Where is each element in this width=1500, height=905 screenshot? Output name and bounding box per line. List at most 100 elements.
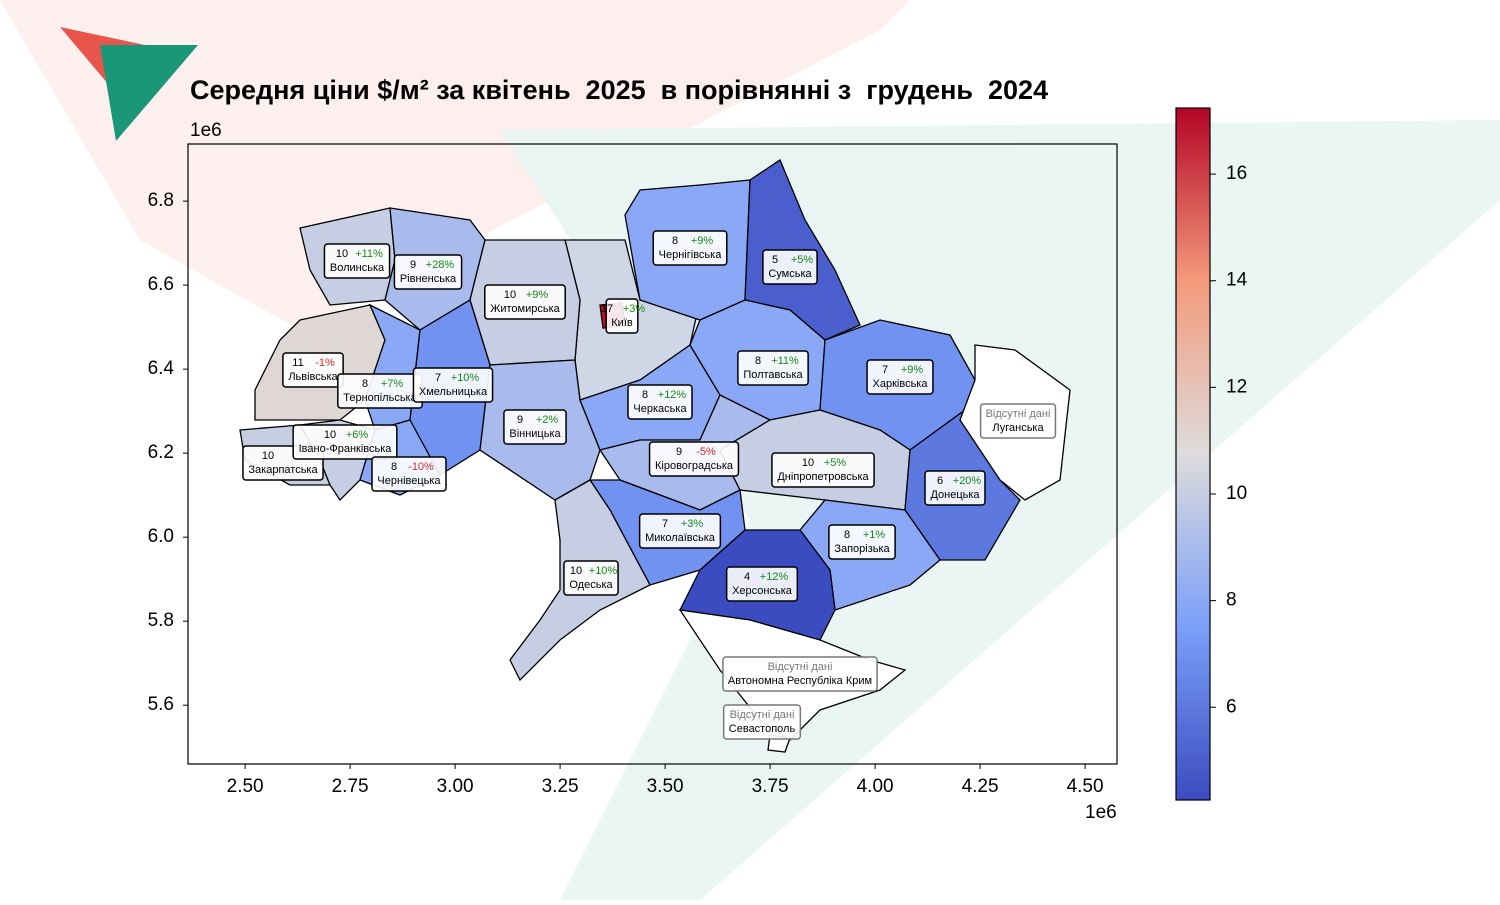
x-offset-label: 1e6 [1085,802,1117,823]
region-value: 7 [435,372,441,384]
region-name: Житомирська [490,303,560,315]
region-change: +6% [346,429,369,441]
label-box [393,254,463,290]
region-label: 9 Вінницька +2% [503,409,567,445]
no-data-text: Відсутні дані [768,661,833,673]
x-tick-label: 3.00 [437,776,474,797]
region-value: 10 [802,457,814,469]
region-label: 11 Львівська -1% [282,352,344,388]
region-change: +20% [953,475,982,487]
region-label: 10 Одеська +10% [563,560,619,596]
region-change: +9% [526,289,549,301]
region-value: 8 [672,235,678,247]
colorbar-tick-label: 6 [1226,696,1237,717]
region-name: Луганська [992,422,1044,434]
region-label: 7 Миколаївська +3% [638,513,722,549]
region-name: Чернівецька [377,475,441,487]
region-value: 8 [755,355,761,367]
label-box [563,560,619,596]
region-value: 4 [744,571,750,583]
colorbar [1175,107,1211,801]
region-value: 17 [601,303,613,315]
x-tick-label: 3.75 [752,776,789,797]
label-box [652,230,728,266]
region-name: Тернопільська [343,392,417,404]
label-box [725,566,799,602]
no-data-text: Відсутні дані [730,709,795,721]
region-name: Автономна Республіка Крим [728,675,872,687]
label-box [371,456,447,492]
region-change: +5% [791,254,814,266]
region-change: +1% [863,529,886,541]
region-value: 9 [676,446,682,458]
label-box [484,284,566,320]
y-tick-label: 5.6 [148,694,174,715]
region-name: Херсонська [732,585,793,597]
region-change: +10% [589,565,618,577]
x-tick-label: 3.25 [542,776,579,797]
region-name: Дніпропетровська [777,471,869,483]
colorbar-tick-label: 16 [1226,163,1247,184]
region-change: +12% [658,389,687,401]
region-name: Харківська [873,378,929,390]
region-label: 10 Волинська +11% [323,243,391,279]
y-tick-label: 6.2 [148,442,174,463]
region-change: +9% [901,364,924,376]
region-label: 10 Дніпропетровська +5% [771,452,875,488]
region-label: 7 Харківська +9% [866,359,934,395]
region-change: +9% [691,235,714,247]
region-change: -5% [696,446,716,458]
region-value: 8 [642,389,648,401]
region-label: 4 Херсонська +12% [725,566,799,602]
label-box [605,298,639,334]
region-value: 10 [336,248,348,260]
y-tick-label: 5.8 [148,610,174,631]
label-box [866,359,934,395]
no-data-label: Відсутні дані Автономна Республіка Крим [722,656,878,692]
no-data-label: Відсутні дані Луганська [979,403,1057,439]
labels: 10 Волинська +11% 9 Рівненська +28% 10 Житомирс… [242,230,1057,740]
region-name: Кіровоградська [655,460,734,472]
region-name: Миколаївська [645,532,716,544]
label-box [412,367,494,403]
region-name: Івано-Франківська [299,443,393,455]
region-change: -1% [315,357,335,369]
region-name: Львівська [288,371,338,383]
label-box [828,524,896,560]
region-change: +12% [760,571,789,583]
axes-frame [187,143,1118,765]
region-value: 8 [391,461,397,473]
region-value: 10 [324,429,336,441]
region-change: +11% [355,248,383,260]
label-box [722,656,878,692]
region-name: Донецька [930,489,980,501]
label-box [503,409,567,445]
region-value: 10 [570,565,582,577]
region-label: 8 Чернівецька -10% [371,456,447,492]
region-label: 10 Івано-Франківська +6% [292,424,398,460]
colorbar-tick-label: 8 [1226,590,1237,611]
label-box [722,704,802,740]
region-name: Хмельницька [419,386,488,398]
region-label: 9 Рівненська +28% [393,254,463,290]
label-box [737,350,809,386]
label-box [638,513,722,549]
region-value: 10 [262,450,274,462]
x-tick-label: 4.50 [1067,776,1104,797]
label-box [979,403,1057,439]
region-value: 8 [844,529,850,541]
region-label: 9 Кіровоградська -5% [648,441,740,477]
region-change: +2% [536,414,559,426]
colorbar-tick-label: 10 [1226,483,1247,504]
label-box [282,352,344,388]
y-tick-label: 6.8 [148,190,174,211]
region-label: 8 Запорізька +1% [828,524,896,560]
label-box [627,384,693,420]
region-name: Запорізька [834,543,890,555]
x-tick-label: 2.50 [227,776,264,797]
region-name: Закарпатська [248,464,318,476]
region-change: +3% [623,303,646,315]
label-box [771,452,875,488]
